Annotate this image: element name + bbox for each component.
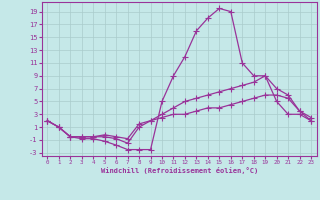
X-axis label: Windchill (Refroidissement éolien,°C): Windchill (Refroidissement éolien,°C) xyxy=(100,167,258,174)
